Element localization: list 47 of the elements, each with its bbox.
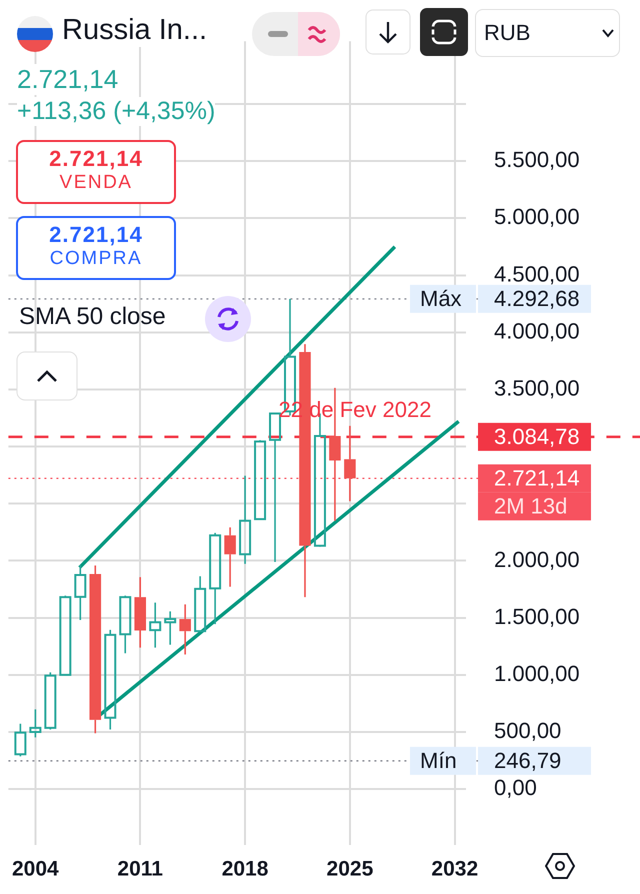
y-tick-label: 2.000,00 [494,546,580,572]
text: 246,79 [494,748,562,773]
candlestick [14,722,26,758]
y-tick-label: 5.000,00 [494,204,580,230]
text: RUB [484,20,530,46]
y-tick-label: 5.500,00 [494,147,580,172]
candlestick [119,594,132,654]
x-tick-label: 2011 [117,857,164,880]
candlestick [134,576,146,648]
y-tick-label: 4.000,00 [494,318,580,344]
ref-line-label: Mín [420,748,457,773]
y-tick-label: 4.500,00 [494,261,580,286]
x-tick-label: 2004 [12,857,60,880]
candlestick [89,564,102,734]
annotation: +113,36 (+4,35%) [17,97,216,126]
y-tick-label: 1.000,00 [494,660,580,686]
text: 2.721,14 [494,465,580,490]
candlestick [344,425,356,502]
candlestick [224,526,236,588]
candlestick [179,604,191,656]
y-tick-label: 0,00 [494,775,537,800]
text: 3.084,78 [494,424,580,449]
annotation: VENDA [58,172,134,194]
x-tick-label: 2025 [326,857,374,880]
y-tick-label: 500,00 [494,718,562,744]
annotation: 2.721,14 [17,64,118,95]
ref-line-label: Máx [420,286,462,311]
candlestick [164,610,176,646]
text: 4.292,68 [494,286,580,311]
y-tick-label: 3.500,00 [494,376,580,400]
candlestick [269,412,282,563]
x-tick-label: 2032 [431,857,478,880]
candlestick [104,629,116,730]
y-tick-label: 1.500,00 [494,604,580,629]
candlestick [74,564,86,621]
x-tick-label: 2018 [222,857,269,880]
candlestick [194,575,206,632]
candlestick [149,602,162,648]
annotation: 2.721,14 [48,222,144,248]
candlestick [239,474,252,565]
candlestick [209,532,222,625]
annotation: COMPRA [48,248,144,270]
annotation: 2.721,14 [48,146,144,172]
candlestick [29,708,42,738]
annotation: SMA 50 close [19,303,166,331]
chart-title: Russia In... [62,14,208,47]
text: 2M 13d [494,493,568,518]
